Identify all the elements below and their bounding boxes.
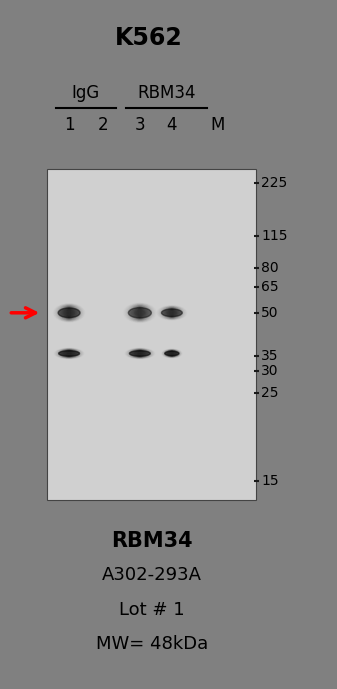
Ellipse shape bbox=[58, 349, 81, 358]
Ellipse shape bbox=[167, 351, 177, 356]
Ellipse shape bbox=[65, 308, 73, 318]
Text: 65: 65 bbox=[261, 280, 279, 294]
Ellipse shape bbox=[68, 351, 70, 356]
Ellipse shape bbox=[164, 350, 180, 357]
Ellipse shape bbox=[59, 349, 80, 358]
Text: RBM34: RBM34 bbox=[111, 531, 192, 551]
Ellipse shape bbox=[59, 351, 80, 356]
Ellipse shape bbox=[163, 307, 181, 318]
Ellipse shape bbox=[61, 349, 77, 358]
Ellipse shape bbox=[135, 352, 145, 355]
Text: 115: 115 bbox=[261, 229, 288, 243]
Text: 25: 25 bbox=[261, 386, 279, 400]
Ellipse shape bbox=[170, 309, 174, 316]
Text: 2: 2 bbox=[97, 116, 108, 134]
Text: 15: 15 bbox=[261, 474, 279, 488]
Text: 1: 1 bbox=[64, 116, 74, 134]
Ellipse shape bbox=[139, 308, 141, 318]
Ellipse shape bbox=[136, 351, 143, 356]
Text: Lot # 1: Lot # 1 bbox=[119, 601, 184, 619]
Text: 50: 50 bbox=[261, 306, 279, 320]
Text: MW= 48kDa: MW= 48kDa bbox=[95, 635, 208, 653]
Text: K562: K562 bbox=[114, 26, 182, 50]
Ellipse shape bbox=[68, 309, 70, 317]
Ellipse shape bbox=[64, 350, 74, 357]
Text: M: M bbox=[210, 116, 224, 134]
Ellipse shape bbox=[137, 351, 142, 356]
Ellipse shape bbox=[165, 351, 179, 356]
Ellipse shape bbox=[135, 307, 145, 319]
Ellipse shape bbox=[132, 306, 148, 320]
Ellipse shape bbox=[58, 305, 80, 320]
Ellipse shape bbox=[61, 306, 78, 320]
Ellipse shape bbox=[168, 351, 176, 356]
Ellipse shape bbox=[166, 308, 178, 318]
Ellipse shape bbox=[167, 311, 177, 314]
Ellipse shape bbox=[132, 349, 148, 358]
Ellipse shape bbox=[63, 307, 75, 319]
Ellipse shape bbox=[64, 307, 74, 318]
Ellipse shape bbox=[134, 311, 145, 315]
Ellipse shape bbox=[164, 307, 180, 318]
Text: 225: 225 bbox=[261, 176, 287, 189]
Ellipse shape bbox=[58, 308, 80, 318]
Ellipse shape bbox=[131, 306, 149, 320]
Ellipse shape bbox=[161, 307, 182, 319]
FancyBboxPatch shape bbox=[47, 169, 256, 500]
Ellipse shape bbox=[137, 308, 142, 318]
Ellipse shape bbox=[60, 349, 78, 358]
Ellipse shape bbox=[133, 307, 146, 319]
Ellipse shape bbox=[165, 350, 178, 357]
Ellipse shape bbox=[129, 349, 150, 358]
Ellipse shape bbox=[165, 350, 179, 357]
Text: A302-293A: A302-293A bbox=[102, 566, 202, 584]
Ellipse shape bbox=[133, 350, 147, 357]
Ellipse shape bbox=[161, 309, 182, 317]
Text: 4: 4 bbox=[166, 116, 177, 134]
Ellipse shape bbox=[134, 350, 146, 357]
Ellipse shape bbox=[128, 307, 151, 318]
Text: 30: 30 bbox=[261, 364, 279, 378]
Ellipse shape bbox=[168, 353, 175, 354]
Ellipse shape bbox=[64, 311, 74, 315]
Ellipse shape bbox=[136, 307, 144, 318]
Ellipse shape bbox=[139, 351, 141, 356]
Ellipse shape bbox=[128, 349, 151, 358]
Ellipse shape bbox=[168, 309, 175, 317]
Ellipse shape bbox=[130, 305, 150, 320]
Ellipse shape bbox=[165, 308, 179, 318]
Ellipse shape bbox=[171, 351, 173, 356]
Ellipse shape bbox=[170, 351, 174, 356]
Ellipse shape bbox=[129, 351, 150, 356]
Text: 3: 3 bbox=[134, 116, 145, 134]
Ellipse shape bbox=[166, 350, 177, 357]
Text: 80: 80 bbox=[261, 261, 279, 275]
Ellipse shape bbox=[66, 351, 72, 356]
Ellipse shape bbox=[63, 350, 75, 357]
Ellipse shape bbox=[62, 307, 76, 319]
Ellipse shape bbox=[135, 350, 145, 357]
Ellipse shape bbox=[170, 351, 174, 356]
Ellipse shape bbox=[64, 352, 74, 355]
Ellipse shape bbox=[62, 350, 76, 357]
Ellipse shape bbox=[167, 309, 177, 317]
Ellipse shape bbox=[171, 309, 173, 316]
Ellipse shape bbox=[67, 351, 71, 356]
Text: RBM34: RBM34 bbox=[137, 84, 196, 102]
Ellipse shape bbox=[131, 349, 149, 358]
Ellipse shape bbox=[59, 306, 79, 320]
Text: IgG: IgG bbox=[72, 84, 100, 102]
Text: 35: 35 bbox=[261, 349, 279, 362]
Ellipse shape bbox=[67, 308, 71, 318]
Ellipse shape bbox=[169, 351, 175, 356]
